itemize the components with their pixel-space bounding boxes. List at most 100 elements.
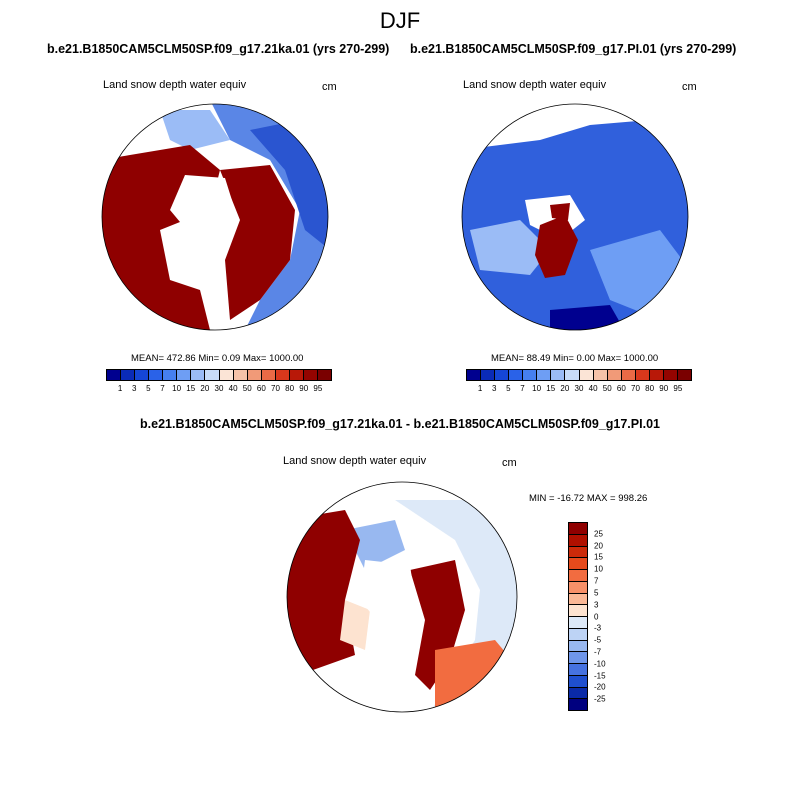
- panel-1-colorbar-ticks: 1 3 5 7 10 15 20 30 40 50 60 70 80 90 95: [106, 384, 332, 396]
- colorbar-tick-label: 90: [299, 384, 309, 393]
- colorbar-tick-label: 15: [186, 384, 196, 393]
- colorbar-swatch: [621, 370, 636, 380]
- panel-2-ice-cap: [550, 203, 570, 220]
- diff-panel-variable-label: Land snow depth water equiv: [283, 455, 427, 467]
- diff-panel-units-label: cm: [502, 457, 517, 469]
- colorbar-swatch: [509, 370, 524, 380]
- diff-panel-small-positive: [340, 600, 370, 650]
- colorbar-swatch: [289, 370, 304, 380]
- colorbar-swatch: [121, 370, 136, 380]
- colorbar-swatch: [317, 370, 331, 380]
- colorbar-swatch: [233, 370, 248, 380]
- colorbar-swatch: [481, 370, 496, 380]
- colorbar-tick-label: 90: [659, 384, 669, 393]
- colorbar-swatch: [663, 370, 678, 380]
- colorbar-swatch: [649, 370, 664, 380]
- colorbar-tick-label: 7: [520, 384, 525, 393]
- diff-colorbar-swatch: [569, 652, 587, 664]
- panel-2-polar-map: [461, 103, 689, 331]
- panel-1-units-label: cm: [322, 81, 337, 93]
- diff-colorbar-swatch: [569, 534, 587, 547]
- diff-colorbar-swatch: [569, 581, 587, 594]
- diff-panel-title: b.e21.B1850CAM5CLM50SP.f09_g17.21ka.01 -…: [140, 417, 660, 431]
- diff-panel-map-border: [286, 481, 518, 713]
- diff-colorbar-tick-label: 15: [594, 552, 603, 562]
- colorbar-swatch: [607, 370, 622, 380]
- diff-colorbar-swatch: [569, 664, 587, 676]
- colorbar-swatch: [635, 370, 650, 380]
- diff-colorbar-tick-label: 3: [594, 600, 599, 610]
- figure-title: DJF: [379, 8, 421, 33]
- diff-colorbar-tick-label: -3: [594, 623, 602, 633]
- diff-colorbar-tick-label: -10: [594, 659, 606, 669]
- diff-colorbar-swatch: [569, 617, 587, 629]
- colorbar-swatch: [551, 370, 566, 380]
- colorbar-tick-label: 20: [560, 384, 570, 393]
- colorbar-swatch: [261, 370, 276, 380]
- colorbar-tick-label: 10: [532, 384, 542, 393]
- diff-colorbar-tick-label: -5: [594, 635, 602, 645]
- colorbar-tick-label: 30: [214, 384, 224, 393]
- colorbar-tick-label: 30: [574, 384, 584, 393]
- colorbar-tick-label: 80: [645, 384, 655, 393]
- colorbar-swatch: [205, 370, 220, 380]
- colorbar-swatch: [677, 370, 691, 380]
- colorbar-swatch: [107, 370, 122, 380]
- colorbar-tick-label: 7: [160, 384, 165, 393]
- panel-1-colorbar: [106, 369, 332, 381]
- colorbar-swatch: [177, 370, 192, 380]
- diff-colorbar-ticks: 25 20 15 10 7 5 3 0 -3 -5 -7 -10 -15 -20 -25: [594, 522, 624, 711]
- diff-colorbar-tick-label: 10: [594, 564, 603, 574]
- colorbar-swatch: [275, 370, 290, 380]
- diff-colorbar-swatch: [569, 687, 587, 700]
- colorbar-tick-label: 60: [616, 384, 626, 393]
- diff-colorbar-swatch: [569, 558, 587, 570]
- diff-colorbar-swatch: [569, 628, 587, 641]
- panel-1-variable-label: Land snow depth water equiv: [103, 79, 247, 91]
- diff-colorbar-swatch: [569, 523, 587, 535]
- colorbar-tick-label: 40: [588, 384, 598, 393]
- diff-colorbar-tick-label: 0: [594, 612, 599, 621]
- colorbar-swatch: [247, 370, 262, 380]
- diff-colorbar-swatch: [569, 675, 587, 688]
- panel-2-colorbar-ticks: 1 3 5 7 10 15 20 30 40 50 60 70 80 90 95: [466, 384, 692, 396]
- diff-colorbar: [568, 522, 588, 711]
- colorbar-tick-label: 5: [506, 384, 511, 393]
- panel-2-map-border: [461, 103, 689, 331]
- diff-panel-arctic-ocean: [360, 560, 415, 630]
- colorbar-tick-label: 40: [228, 384, 238, 393]
- diff-colorbar-tick-label: -15: [594, 671, 606, 681]
- colorbar-tick-label: 95: [673, 384, 683, 393]
- diff-colorbar-swatch: [569, 546, 587, 559]
- panel-1-case-title: b.e21.B1850CAM5CLM50SP.f09_g17.21ka.01 (…: [47, 42, 390, 56]
- colorbar-tick-label: 5: [146, 384, 151, 393]
- colorbar-swatch: [523, 370, 538, 380]
- colorbar-tick-label: 50: [242, 384, 252, 393]
- panel-1-ice-sheet-east: [220, 165, 295, 320]
- colorbar-tick-label: 3: [492, 384, 497, 393]
- panel-2-stats: MEAN= 88.49 Min= 0.00 Max= 1000.00: [491, 353, 659, 364]
- colorbar-tick-label: 95: [313, 384, 323, 393]
- colorbar-tick-label: 3: [132, 384, 137, 393]
- diff-panel-positive-south: [435, 640, 517, 712]
- diff-colorbar-tick-label: -25: [594, 694, 606, 704]
- diff-colorbar-tick-label: 20: [594, 541, 603, 551]
- diff-colorbar-swatch: [569, 593, 587, 606]
- colorbar-tick-label: 70: [271, 384, 280, 393]
- colorbar-tick-label: 10: [172, 384, 182, 393]
- diff-panel-stats: MIN = -16.72 MAX = 998.26: [529, 493, 648, 504]
- diff-colorbar-swatch: [569, 640, 587, 653]
- diff-colorbar-tick-label: -20: [594, 682, 606, 692]
- colorbar-swatch: [593, 370, 608, 380]
- colorbar-swatch: [495, 370, 510, 380]
- colorbar-tick-label: 80: [285, 384, 295, 393]
- diff-colorbar-tick-label: -7: [594, 647, 602, 657]
- diff-colorbar-swatch: [569, 699, 587, 710]
- panel-2-snow-deepest-region: [550, 305, 630, 330]
- panel-2-variable-label: Land snow depth water equiv: [463, 79, 607, 91]
- diff-panel-polar-map: [286, 481, 518, 713]
- diff-panel-positive-east: [410, 560, 465, 690]
- colorbar-tick-label: 15: [546, 384, 556, 393]
- diff-panel-negative-region: [345, 520, 405, 570]
- colorbar-swatch: [565, 370, 580, 380]
